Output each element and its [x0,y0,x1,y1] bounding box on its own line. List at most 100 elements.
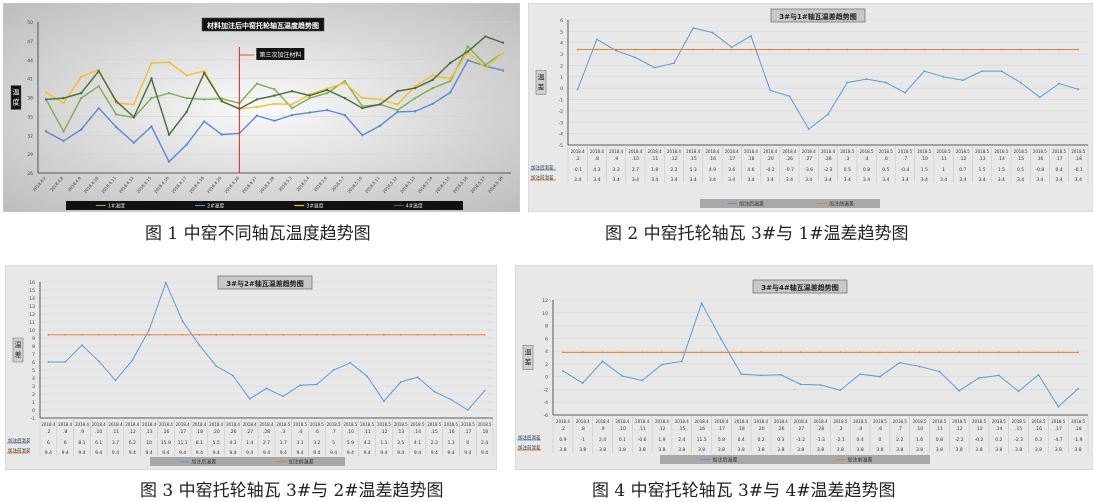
data-point [997,351,1000,354]
legend-label: 3#温度 [306,203,323,210]
x-tick-label: 2018.4 [75,422,89,427]
table-cell: 3.8 [975,447,982,453]
x-tick-label: 2018.4 [695,419,709,424]
x-tick-label: .10 [95,429,102,435]
table-cell: 15.9 [161,440,171,446]
table-cell: 8.1 [78,440,85,446]
table-cell: 9.4 [364,450,371,456]
table-cell: 6.2 [129,440,136,446]
data-point [81,344,83,347]
table-cell: 9.4 [464,450,471,456]
data-point [978,377,980,379]
data-point [150,61,153,65]
table-cell: 6 [64,440,67,446]
x-tick-label: 2018.5 [1012,419,1026,424]
table-cell: 3.8 [797,447,804,453]
table-cell: 9.4 [313,450,320,456]
data-point [431,102,434,105]
data-point [750,35,752,37]
table-cell: 2.4 [481,440,488,446]
data-point [750,48,752,51]
y-tick-label: 14 [29,296,35,302]
data-point [581,382,584,384]
x-tick-label: .27 [805,156,812,162]
table-cell: 5.5 [213,440,220,446]
x-tick-label: .14 [995,426,1002,432]
y-tick-label: -1 [31,416,36,422]
x-tick-label: 2018.4 [628,149,642,154]
x-tick-label: 2018.4 [176,422,190,427]
data-point [884,81,887,84]
x-tick-label: 2018.4 [794,419,808,424]
table-cell: 3.4 [863,177,870,183]
x-tick-label: 2018.4 [754,419,768,424]
table-cell: -0.1 [573,167,582,173]
data-point [819,384,822,386]
data-point [879,351,881,354]
table-cell: 10 [146,440,152,446]
x-tick-label: .18 [738,426,745,432]
data-point [167,91,171,95]
table-cell: 3.4 [613,177,620,183]
table-cell: -2.3 [824,167,833,173]
x-tick-label: .17 [728,156,735,162]
x-tick-label: 2018.5 [1071,149,1085,154]
data-point [466,409,469,411]
table-cell: 1.4 [246,440,253,446]
x-tick-label: .18 [1075,426,1082,432]
data-point [807,128,810,130]
data-point [1000,48,1003,51]
y-tick-label: 16 [29,280,35,286]
data-point [290,103,294,106]
data-point [79,96,83,100]
data-point [255,105,259,109]
data-point [673,48,675,51]
table-cell: 3.4 [959,177,966,183]
data-point [62,130,65,133]
x-tick-label: .13 [397,429,404,435]
data-point [343,96,347,100]
data-point [167,160,171,163]
data-point [97,84,100,88]
data-point [62,139,65,143]
table-cell: 0.9 [559,437,566,443]
x-tick-label: 2018.4 [714,419,728,424]
data-point [248,397,251,400]
x-tick-label: 2018.4 [744,149,758,154]
y-tick-label: 47 [27,39,33,45]
data-point [1058,48,1061,51]
table-cell: 5.9 [347,440,354,446]
x-tick-label: 2018.4 [725,149,739,154]
table-cell: -3.6 [804,167,813,173]
x-tick-label: 2018.4 [260,422,274,427]
table-cell: 2.2 [896,437,903,443]
table-cell: 3.8 [639,447,646,453]
data-point [680,360,683,363]
data-point [115,113,118,116]
data-point [185,96,188,100]
table-cell: -0.7 [785,167,794,173]
data-point [449,91,452,94]
table-row-label: 加注前温差 [531,174,554,181]
chart-title-box [201,17,325,32]
y-tick-label: 0 [32,408,35,414]
table-cell: -4.7 [1054,437,1063,443]
x-tick-label: .3 [845,156,849,162]
table-cell: 3.4 [690,177,697,183]
x-tick-label: .9 [80,429,84,435]
x-tick-label: 2018.5 [952,419,966,424]
y-label-box [12,337,24,363]
table-cell: 3.1 [296,440,303,446]
data-point [47,333,50,336]
data-point [700,302,703,305]
legend-label: 2#温度 [207,203,224,210]
y-tick-label: 32 [27,133,33,139]
y-label-box [535,70,547,95]
data-point [827,113,829,116]
data-point [383,400,385,403]
table-cell: 0.3 [777,437,784,443]
data-point [308,94,311,97]
y-tick-label: 8 [545,324,548,330]
table-cell: 2.4 [599,437,606,443]
table-cell: 9.4 [296,450,303,456]
